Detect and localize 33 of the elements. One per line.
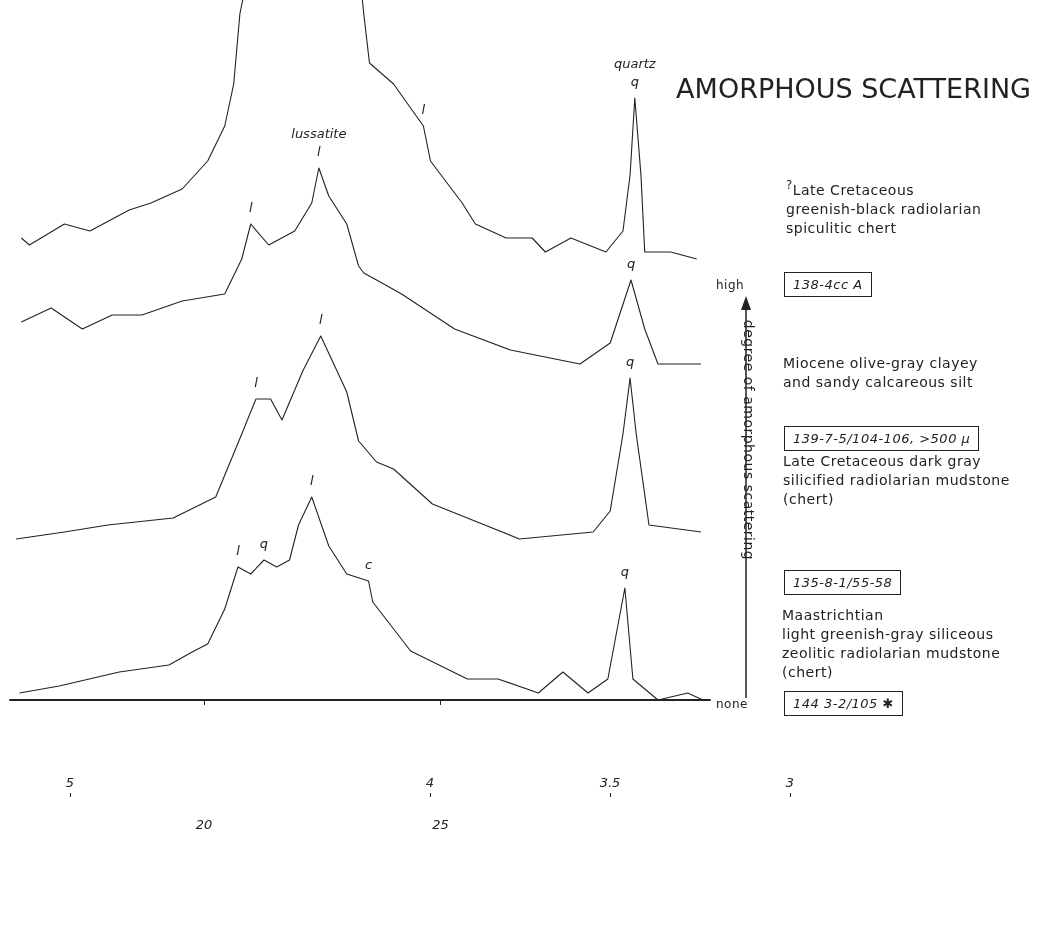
text: 138-4cc A [784, 272, 872, 297]
annotation: l [421, 102, 426, 117]
annotation: l [248, 200, 253, 215]
text: 139-7-5/104-106, >500 µ [784, 426, 980, 451]
text: AMORPHOUS SCATTERING [676, 73, 1032, 104]
x-tick-label: 25 [432, 817, 449, 832]
annotation: q [625, 354, 635, 369]
x2-tick-label: 3 [785, 775, 795, 790]
annotation: l [317, 144, 322, 159]
text: degree of amorphous scattering [739, 319, 758, 561]
annotation: c [364, 557, 373, 572]
text: Late Cretaceous dark gray silicified radiolarian mudstone (chert) [783, 452, 1010, 509]
text: Miocene olive-gray clayey and sandy calcareous silt [783, 354, 978, 392]
annotation: quartz [613, 56, 657, 71]
annotation: l [309, 473, 314, 488]
annotation: lussatite [291, 126, 347, 141]
text: 144 3-2/105 ✱ [784, 691, 903, 716]
text: high [716, 277, 745, 294]
annotation: l [254, 375, 259, 390]
annotation: l [318, 312, 323, 327]
x2-tick-label: 4 [425, 775, 435, 790]
text: Maastrichtian light greenish-gray siliceous zeolitic radiolarian mudstone (chert) [782, 606, 1001, 682]
x2-tick-label: 3.5 [599, 775, 621, 790]
annotation: q [626, 256, 636, 271]
text: none [716, 696, 748, 713]
x2-tick-label: 5 [65, 775, 75, 790]
x-tick-label: 20 [195, 817, 213, 832]
annotation: l [236, 543, 241, 558]
text: 135-8-1/55-58 [784, 570, 902, 595]
annotation: q [620, 564, 629, 579]
text: $^{?}$Late Cretaceous greenish-black radiolarian spiculitic chert [786, 177, 982, 238]
annotation: q [630, 74, 639, 89]
annotation: q [259, 536, 269, 551]
